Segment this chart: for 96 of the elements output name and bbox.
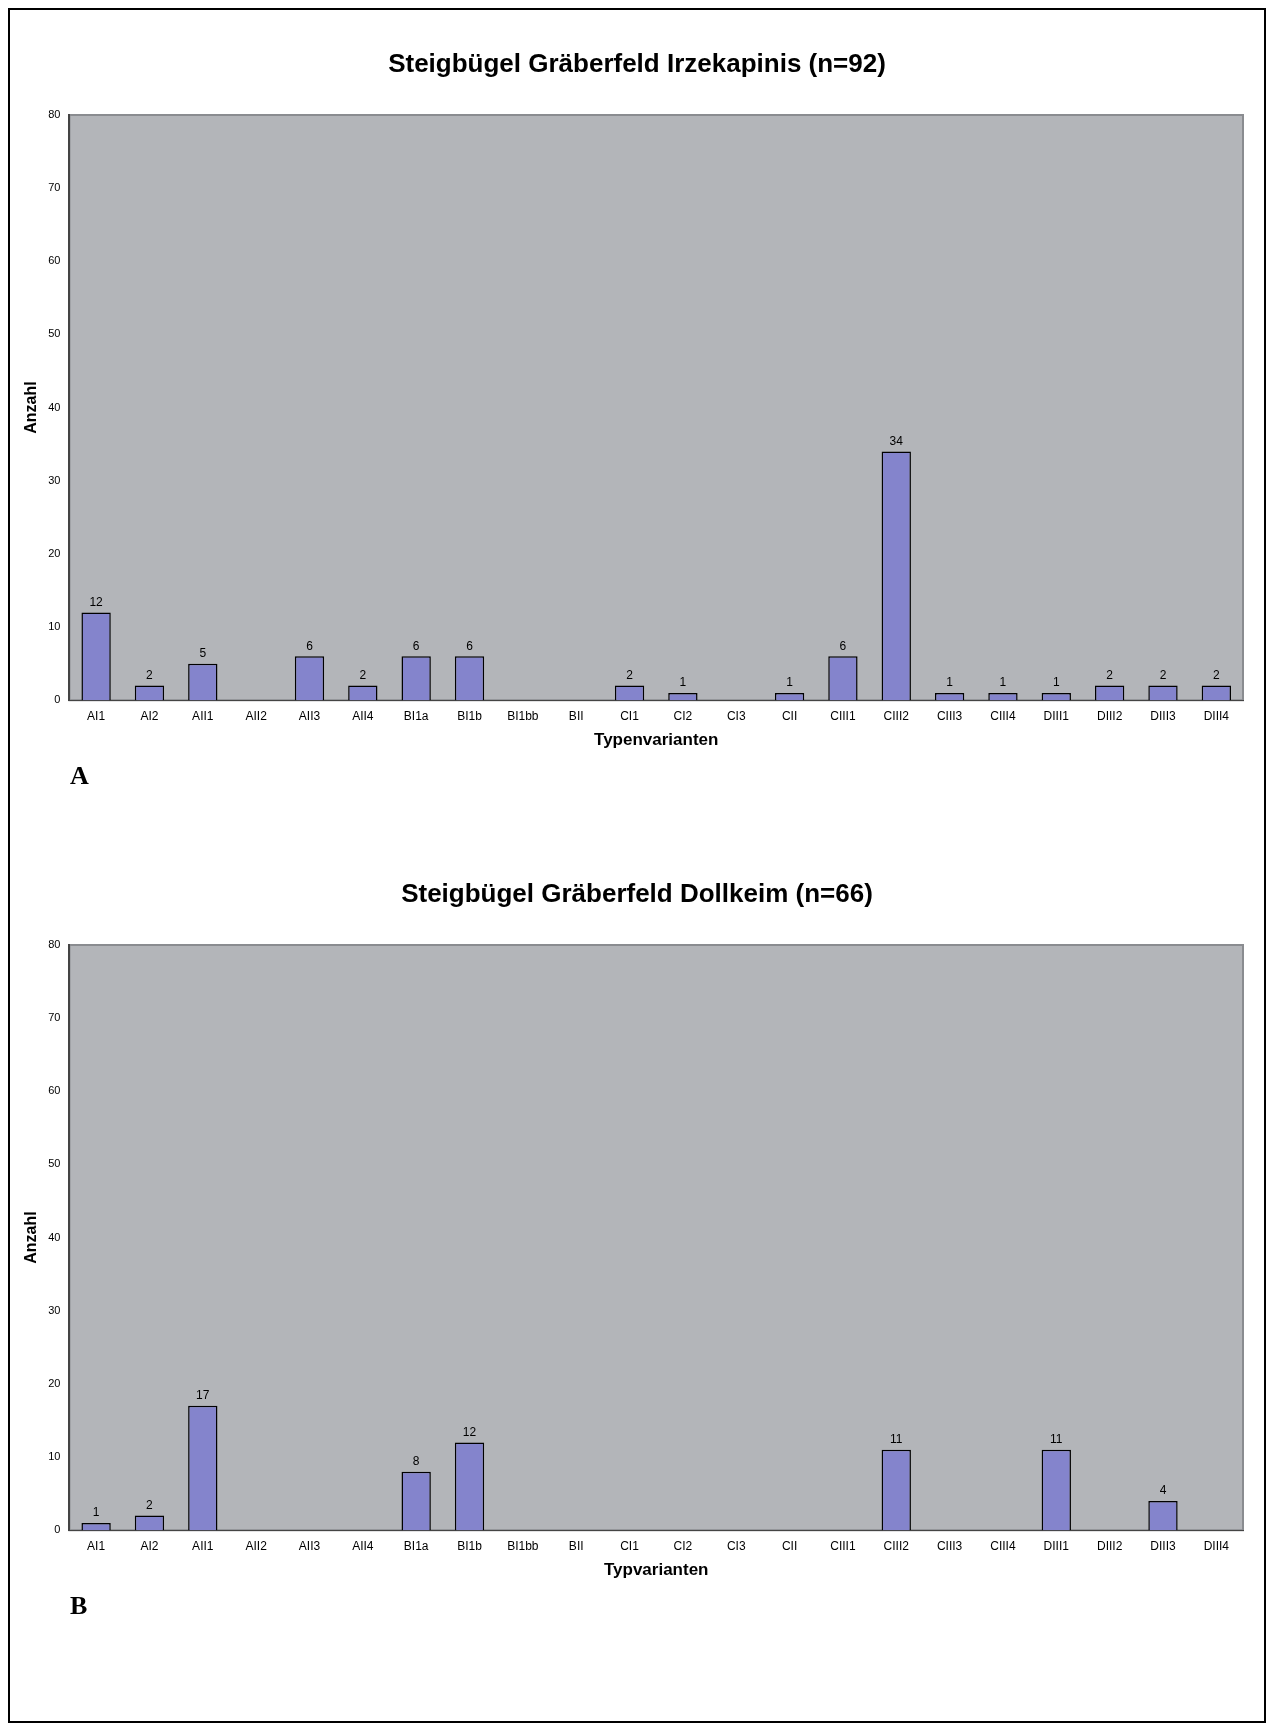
data-label: 12 xyxy=(89,594,104,609)
data-label: 2 xyxy=(146,1497,154,1512)
x-tick-label: CII xyxy=(781,708,798,723)
x-tick-label: DIII1 xyxy=(1043,1538,1070,1553)
x-tick-label: CIII1 xyxy=(830,708,856,723)
y-tick-label: 50 xyxy=(48,1157,61,1170)
data-label: 17 xyxy=(196,1388,210,1403)
x-tick-label: AI1 xyxy=(87,708,106,723)
y-tick-label: 10 xyxy=(48,1450,61,1463)
x-tick-label: AII1 xyxy=(192,708,214,723)
x-tick-label: DIII4 xyxy=(1203,708,1230,723)
y-tick-label: 80 xyxy=(48,108,61,121)
x-tick-label: DIII3 xyxy=(1150,708,1176,723)
x-tick-label: CI2 xyxy=(673,708,693,723)
data-label: 2 xyxy=(626,667,634,682)
x-tick-label: CIII4 xyxy=(990,708,1016,723)
y-axis-title: Anzahl xyxy=(22,381,40,434)
y-tick-label: 60 xyxy=(48,254,61,267)
chart-title: Steigbügel Gräberfeld Dollkeim (n=66) xyxy=(400,877,874,910)
data-label: 6 xyxy=(839,638,847,653)
x-tick-label: AI2 xyxy=(140,708,159,723)
y-tick-label: 40 xyxy=(48,400,61,413)
data-label: 2 xyxy=(146,667,154,682)
data-label: 6 xyxy=(412,638,420,653)
x-tick-label: BI1a xyxy=(403,1538,429,1553)
x-tick-label: DIII2 xyxy=(1096,1538,1123,1553)
x-tick-label: AII2 xyxy=(245,708,268,723)
y-tick-label: 70 xyxy=(48,1011,61,1024)
x-tick-label: DIII4 xyxy=(1203,1538,1230,1553)
data-label: 34 xyxy=(889,433,904,448)
x-tick-label: CIII2 xyxy=(883,1538,910,1553)
y-tick-label: 60 xyxy=(48,1084,61,1097)
x-tick-label: BI1b xyxy=(457,708,483,723)
x-tick-label: AI1 xyxy=(87,1538,106,1553)
data-label: 1 xyxy=(1052,675,1060,690)
data-label: 5 xyxy=(199,645,207,660)
x-tick-label: BI1bb xyxy=(507,1538,539,1553)
x-tick-label: AII4 xyxy=(352,708,374,723)
data-label: 1 xyxy=(946,675,954,690)
x-tick-label: AII2 xyxy=(245,1538,268,1553)
y-tick-label: 20 xyxy=(48,1376,61,1389)
y-tick-label: 50 xyxy=(48,327,61,340)
y-tick-label: 0 xyxy=(54,693,61,706)
x-tick-label: CIII3 xyxy=(936,1538,963,1553)
x-tick-label: AII3 xyxy=(298,708,321,723)
x-tick-label: BII xyxy=(568,708,584,723)
y-tick-label: 40 xyxy=(48,1230,61,1243)
x-tick-label: CII xyxy=(781,1538,798,1553)
data-label: 2 xyxy=(1212,667,1220,682)
data-label: 12 xyxy=(462,1424,477,1439)
data-label: 8 xyxy=(412,1453,420,1468)
x-tick-label: BI1a xyxy=(403,708,429,723)
x-tick-label: CIII3 xyxy=(936,708,963,723)
x-tick-label: AII3 xyxy=(298,1538,321,1553)
data-label: 4 xyxy=(1159,1483,1167,1498)
x-tick-label: CIII1 xyxy=(830,1538,856,1553)
y-tick-label: 20 xyxy=(48,546,61,559)
data-label: 1 xyxy=(786,675,794,690)
x-tick-label: CI1 xyxy=(620,1538,640,1553)
y-tick-label: 30 xyxy=(48,473,61,486)
x-tick-label: DIII1 xyxy=(1043,708,1070,723)
data-label: 11 xyxy=(890,1432,903,1447)
x-tick-label: AII4 xyxy=(352,1538,374,1553)
chart-title: Steigbügel Gräberfeld Irzekapinis (n=92) xyxy=(387,47,887,80)
data-label: 11 xyxy=(1050,1432,1063,1447)
x-tick-label: BI1bb xyxy=(507,708,539,723)
x-tick-label: DIII2 xyxy=(1096,708,1123,723)
x-tick-label: CI3 xyxy=(726,1538,746,1553)
y-axis-title: Anzahl xyxy=(22,1211,40,1264)
y-tick-label: 0 xyxy=(54,1523,61,1536)
x-tick-label: AII1 xyxy=(192,1538,214,1553)
x-tick-label: CI1 xyxy=(620,708,640,723)
y-tick-label: 30 xyxy=(48,1303,61,1316)
x-tick-label: AI2 xyxy=(140,1538,159,1553)
y-tick-label: 10 xyxy=(48,620,61,633)
x-tick-label: CIII4 xyxy=(990,1538,1016,1553)
x-tick-label: BI1b xyxy=(457,1538,483,1553)
data-label: 1 xyxy=(679,675,687,690)
text: B xyxy=(70,1591,89,1621)
data-label: 1 xyxy=(92,1505,100,1520)
data-label: 2 xyxy=(1106,667,1114,682)
x-axis-title: Typenvarianten xyxy=(594,730,719,750)
x-tick-label: CI2 xyxy=(673,1538,693,1553)
data-label: 6 xyxy=(306,638,314,653)
x-tick-label: BII xyxy=(568,1538,584,1553)
x-axis-title: Typvarianten xyxy=(603,1560,709,1580)
text: A xyxy=(70,761,90,791)
data-label: 2 xyxy=(359,667,367,682)
x-tick-label: CIII2 xyxy=(883,708,910,723)
x-tick-label: CI3 xyxy=(726,708,746,723)
y-tick-label: 70 xyxy=(48,181,61,194)
data-label: 1 xyxy=(999,675,1007,690)
data-label: 6 xyxy=(466,638,474,653)
x-tick-label: DIII3 xyxy=(1150,1538,1176,1553)
y-tick-label: 80 xyxy=(48,938,61,951)
data-label: 2 xyxy=(1159,667,1167,682)
